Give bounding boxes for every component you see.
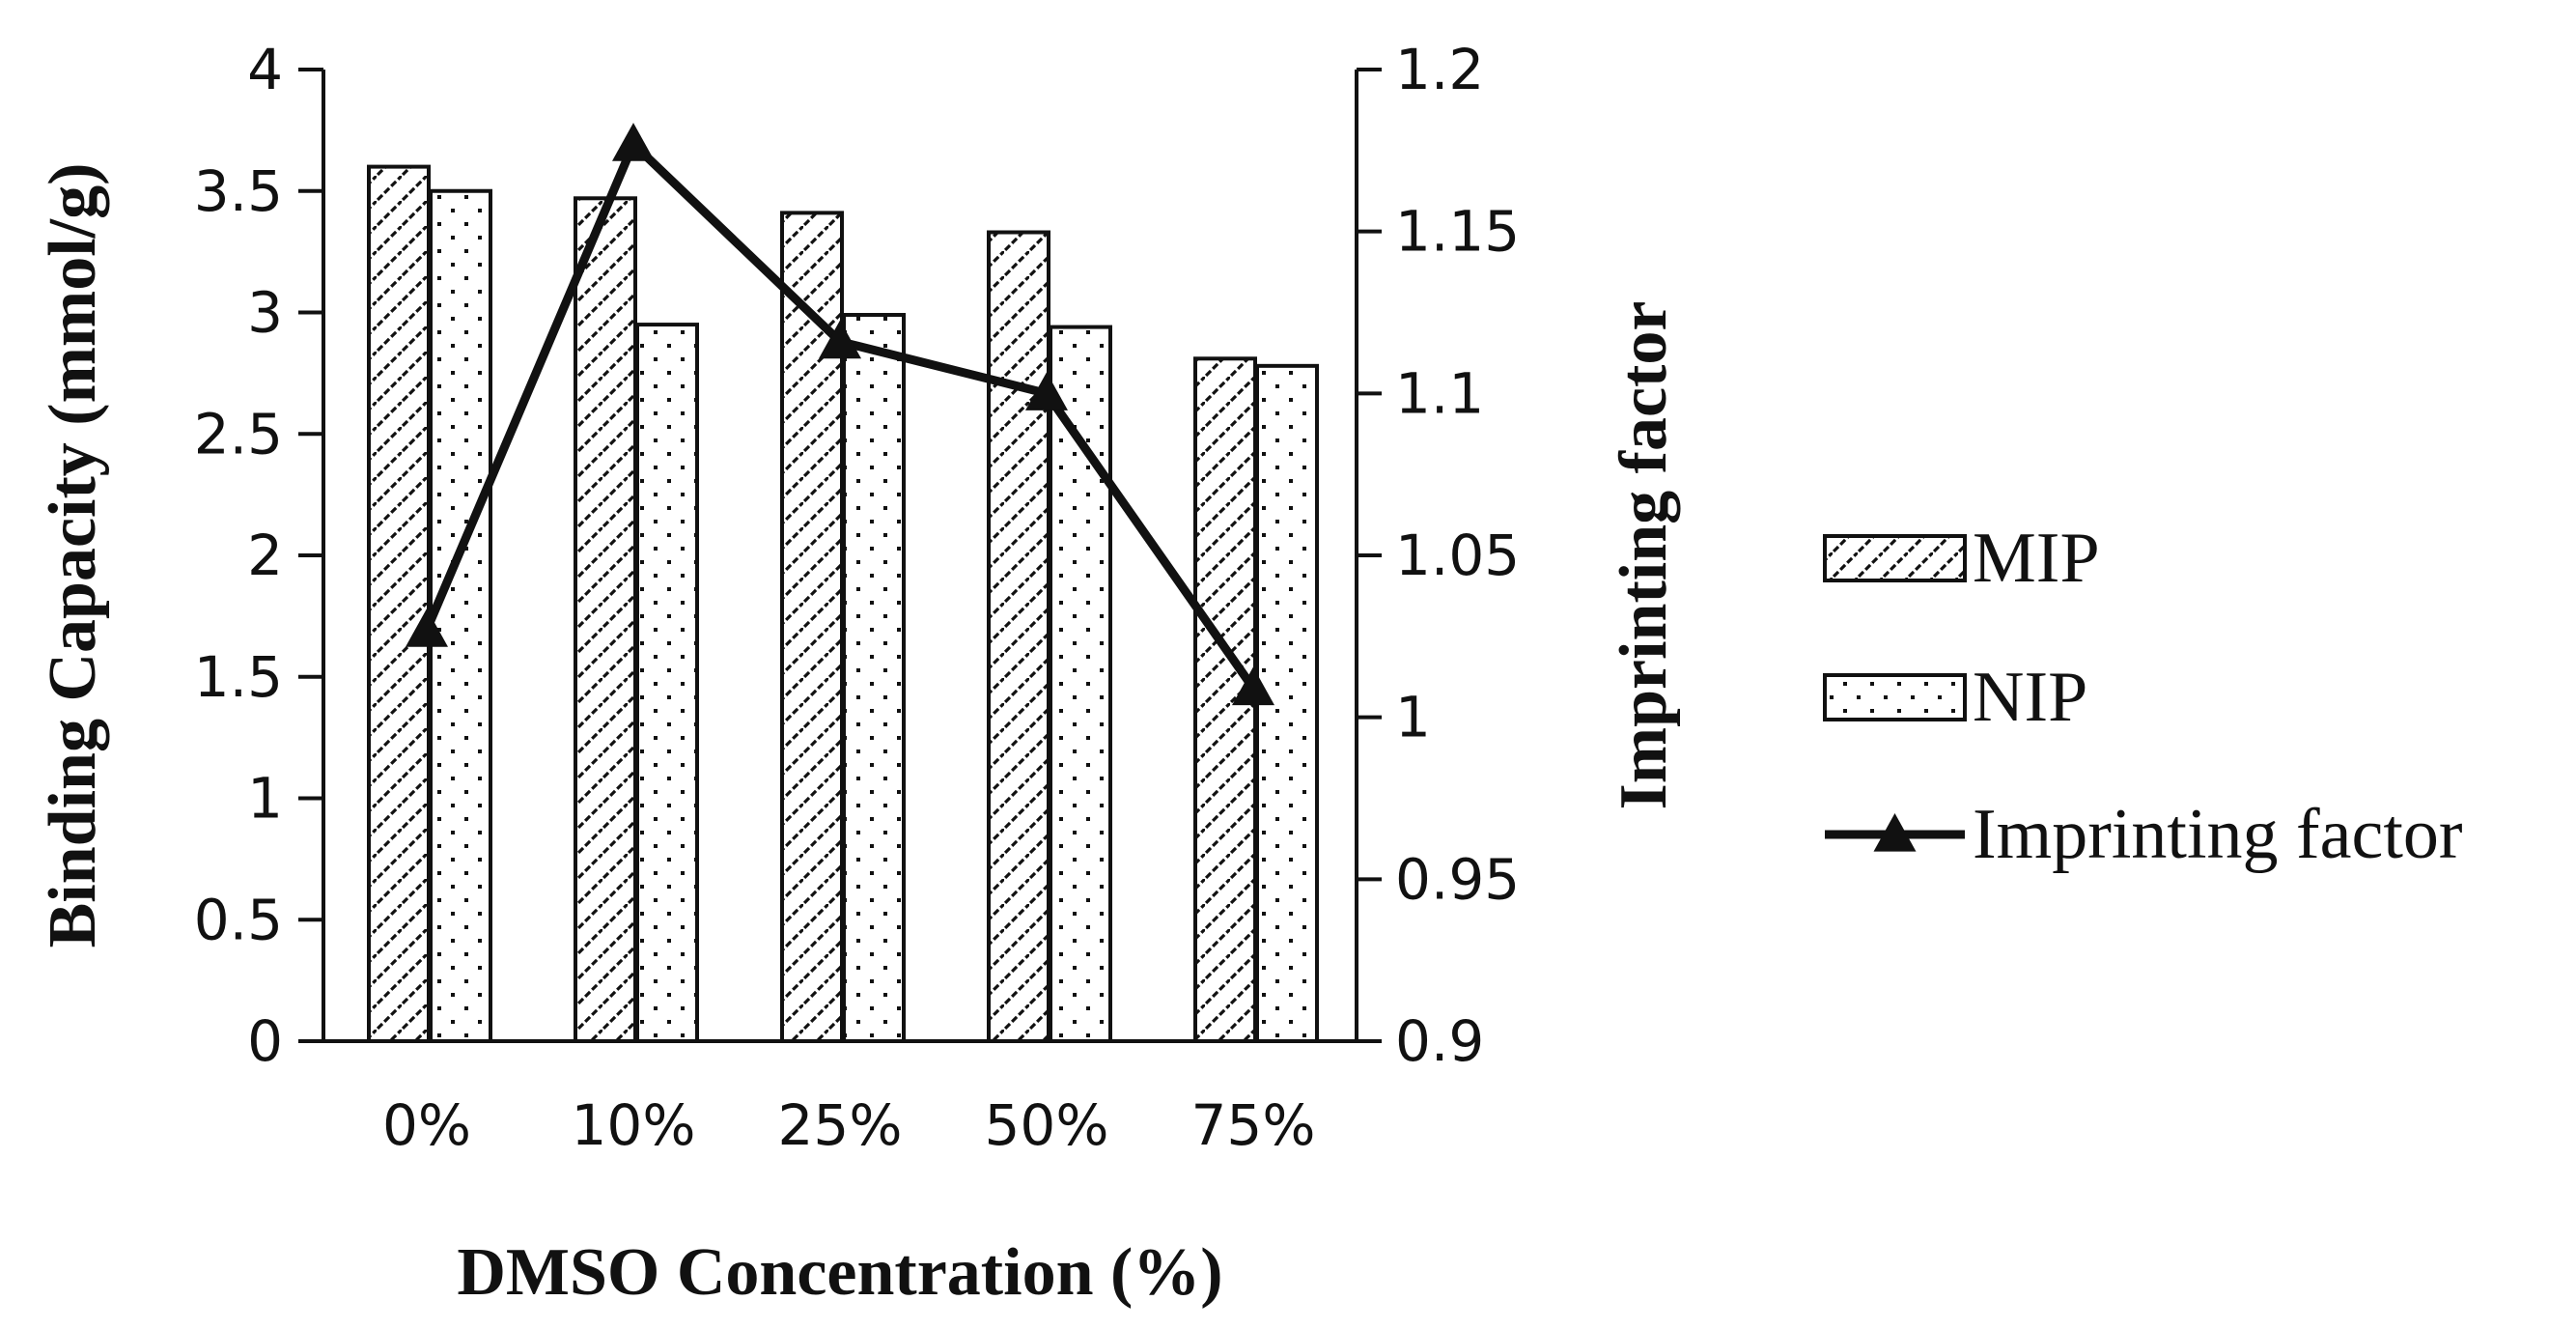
legend-swatch (1823, 534, 1967, 582)
bar-mip-50pct (987, 230, 1050, 1043)
y2-tick-label: 1.1 (1395, 360, 1484, 426)
bar-nip-10pct (635, 323, 699, 1043)
bar-mip-75pct (1193, 356, 1257, 1044)
bar-fill (780, 211, 844, 1043)
y-tick-label: 3.5 (194, 158, 283, 224)
bar-mip-25pct (780, 211, 844, 1043)
legend-item-imprinting-factor: Imprinting factor (1825, 795, 2463, 874)
y-tick-label: 1 (247, 766, 283, 832)
bars-layer (367, 164, 1319, 1044)
y2-tick-label: 1.15 (1395, 199, 1520, 265)
y2-tick-label: 1.2 (1395, 37, 1484, 102)
y2-tick-label: 0.95 (1395, 846, 1520, 912)
labels-layer: 0 0.5 1 1.5 2 2.5 3 3.5 4 0.9 0.95 1 1.05 1.1 1.15 1.2 0… (36, 37, 1681, 1310)
imprinting-factor-marker-50pct (1025, 372, 1068, 410)
legend-swatch (1823, 673, 1967, 721)
y-tick-label: 0 (247, 1008, 283, 1074)
imprinting-factor-marker-10pct (612, 123, 655, 161)
y-tick-label: 2 (247, 523, 283, 588)
legend-item-nip: NIP (1823, 658, 2087, 737)
bar-fill (429, 188, 492, 1043)
bar-fill (635, 323, 699, 1043)
axes-layer (298, 68, 1382, 1043)
bar-fill (987, 230, 1050, 1043)
bar-nip-75pct (1255, 363, 1319, 1043)
imprinting-factor-marker-25pct (819, 320, 861, 359)
legend-item-mip: MIP (1823, 519, 2100, 598)
x-tick-label: 10% (572, 1092, 696, 1158)
y-axis-title: Binding Capacity (mmol/g) (36, 163, 110, 948)
y2-tick-label: 1.05 (1395, 523, 1520, 588)
bar-mip-0pct (367, 164, 431, 1044)
y2-axis-title: Imprinting factor (1607, 301, 1681, 810)
bar-fill (574, 196, 637, 1044)
legend-label: Imprinting factor (1973, 795, 2463, 874)
bar-fill (842, 313, 906, 1043)
imprinting-factor-line-layer (406, 123, 1274, 706)
legend-label: NIP (1973, 658, 2087, 737)
y2-tick-label: 1 (1395, 685, 1431, 750)
y-tick-label: 1.5 (194, 644, 283, 710)
x-tick-label: 25% (778, 1092, 903, 1158)
x-tick-label: 50% (985, 1092, 1109, 1158)
y-tick-label: 2.5 (194, 401, 283, 467)
y-tick-label: 0.5 (194, 887, 283, 952)
bar-fill (367, 164, 431, 1044)
x-tick-label: 75% (1191, 1092, 1316, 1158)
imprinting-factor-marker-75pct (1232, 666, 1274, 706)
y-tick-label: 4 (247, 37, 283, 102)
y2-tick-label: 0.9 (1395, 1008, 1484, 1074)
legend: MIP NIP Imprinting factor (1823, 519, 2463, 874)
bar-nip-0pct (429, 188, 492, 1043)
x-axis-title: DMSO Concentration (%) (457, 1235, 1222, 1310)
bar-mip-10pct (574, 196, 637, 1044)
x-tick-label: 0% (382, 1092, 471, 1158)
imprinting-factor-marker-0pct (406, 608, 448, 647)
legend-label: MIP (1973, 519, 2100, 598)
y-tick-label: 3 (247, 280, 283, 346)
bar-nip-25pct (842, 313, 906, 1043)
legend-triangle-marker (1873, 813, 1917, 852)
